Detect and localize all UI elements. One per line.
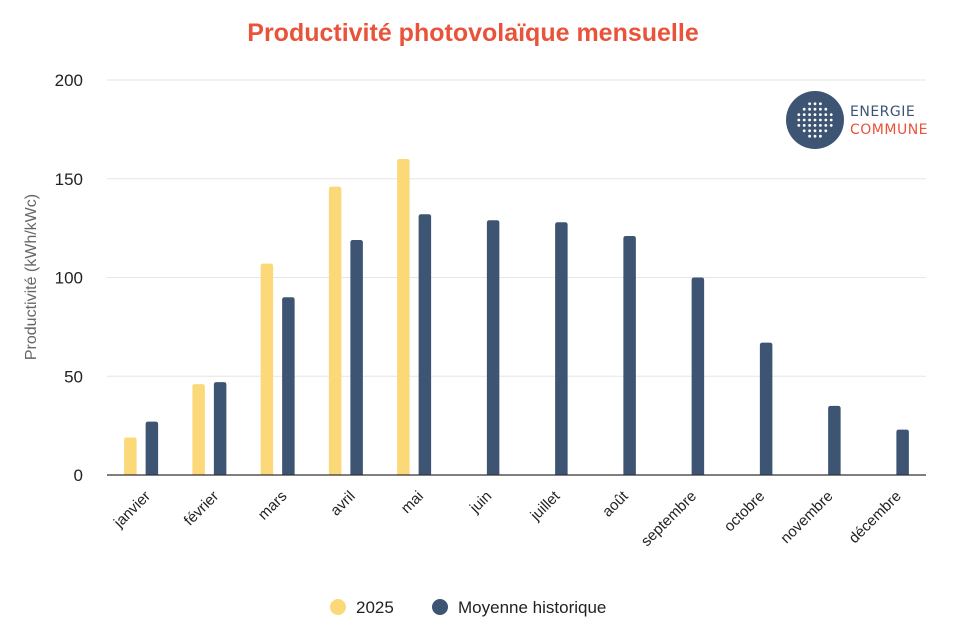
logo-dot [802, 124, 806, 127]
bar-moyenne-historique-5 [486, 220, 500, 475]
logo-dot [797, 124, 801, 127]
y-axis-ticks: 0 50 100 150 200 [55, 71, 83, 485]
bar-2025-1 [192, 384, 205, 475]
legend-label-moyenne-historique: Moyenne historique [458, 598, 606, 617]
x-tick-label-1: février [181, 488, 222, 529]
bar-2025-0 [124, 437, 137, 475]
bar-moyenne-historique-1 [213, 382, 227, 475]
x-tick-label-4: mai [398, 488, 427, 517]
logo-dot [797, 118, 801, 122]
logo-dot [813, 129, 817, 133]
legend-swatch-moyenne-historique [432, 599, 448, 615]
logo-dot [819, 134, 822, 138]
logo-text-commune: COMMUNE [850, 122, 928, 138]
grid-lines [107, 79, 926, 377]
logo-dot-grid-icon [797, 102, 833, 138]
energie-commune-logo: ENERGIE COMMUNE [786, 91, 928, 149]
logo-dot [829, 113, 833, 116]
bar-moyenne-historique-0 [145, 421, 159, 475]
logo-dot [824, 118, 828, 122]
bar-moyenne-historique-7 [623, 236, 636, 475]
logo-dot [824, 124, 828, 127]
bar-2025-4 [397, 159, 410, 475]
bar-2025-3 [328, 186, 342, 475]
bar-moyenne-historique-8 [691, 277, 705, 475]
logo-dot [819, 113, 822, 116]
logo-dot [819, 129, 822, 133]
logo-dot [813, 118, 817, 122]
logo-dot [829, 118, 833, 122]
logo-dot [802, 107, 806, 111]
logo-dot [813, 107, 817, 111]
legend-label-2025: 2025 [356, 598, 394, 617]
x-tick-label-5: juin [466, 488, 495, 517]
bar-moyenne-historique-4 [418, 214, 432, 476]
bar-moyenne-historique-9 [759, 342, 773, 475]
bar-moyenne-historique-11 [896, 429, 909, 475]
logo-dot [824, 113, 828, 116]
bar-moyenne-historique-10 [828, 405, 841, 475]
logo-dot [808, 107, 811, 111]
x-tick-label-3: avril [327, 488, 358, 519]
logo-dot [819, 107, 822, 111]
logo-dot [802, 118, 806, 122]
x-axis-ticks: janvier février mars avril mai juin juillet aoû… [110, 487, 905, 550]
bars [124, 159, 909, 476]
logo-dot [819, 118, 822, 122]
logo-dot [808, 124, 811, 127]
bar-moyenne-historique-3 [350, 239, 363, 475]
legend: 2025 Moyenne historique [330, 598, 606, 617]
logo-dot [813, 134, 817, 138]
x-tick-label-8: septembre [638, 488, 700, 550]
logo-dot [813, 102, 817, 106]
logo-dot [808, 129, 811, 133]
logo-dot [802, 113, 806, 116]
bar-moyenne-historique-6 [555, 222, 568, 475]
logo-dot [797, 113, 801, 116]
logo-dot [813, 113, 817, 116]
x-tick-label-11: décembre [846, 488, 905, 547]
bar-2025-2 [260, 263, 274, 475]
logo-dot [819, 124, 822, 127]
y-tick-label-50: 50 [64, 367, 83, 386]
logo-dot [829, 124, 833, 127]
chart-title: Productivité photovolaïque mensuelle [247, 19, 699, 47]
bar-moyenne-historique-2 [282, 297, 295, 475]
logo-dot [819, 102, 822, 106]
x-tick-label-7: août [599, 487, 632, 520]
x-tick-label-10: novembre [777, 488, 836, 547]
logo-dot [808, 134, 811, 138]
x-tick-label-6: juillet [527, 487, 564, 524]
logo-dot [824, 107, 828, 111]
logo-text-energie: ENERGIE [850, 104, 915, 120]
x-tick-label-9: octobre [721, 488, 768, 535]
logo-dot [824, 129, 828, 133]
logo-dot [808, 102, 811, 106]
logo-dot [802, 129, 806, 133]
logo-dot [808, 113, 811, 116]
y-tick-label-0: 0 [74, 466, 83, 485]
logo-dot [813, 124, 817, 127]
x-tick-label-2: mars [255, 488, 291, 524]
y-tick-label-200: 200 [55, 71, 83, 90]
x-tick-label-0: janvier [110, 488, 154, 532]
logo-dot [808, 118, 811, 122]
y-tick-label-150: 150 [55, 170, 83, 189]
y-tick-label-100: 100 [55, 269, 83, 288]
legend-swatch-2025 [330, 599, 346, 615]
y-axis-label: Productivité (kWh/kWc) [23, 194, 40, 360]
